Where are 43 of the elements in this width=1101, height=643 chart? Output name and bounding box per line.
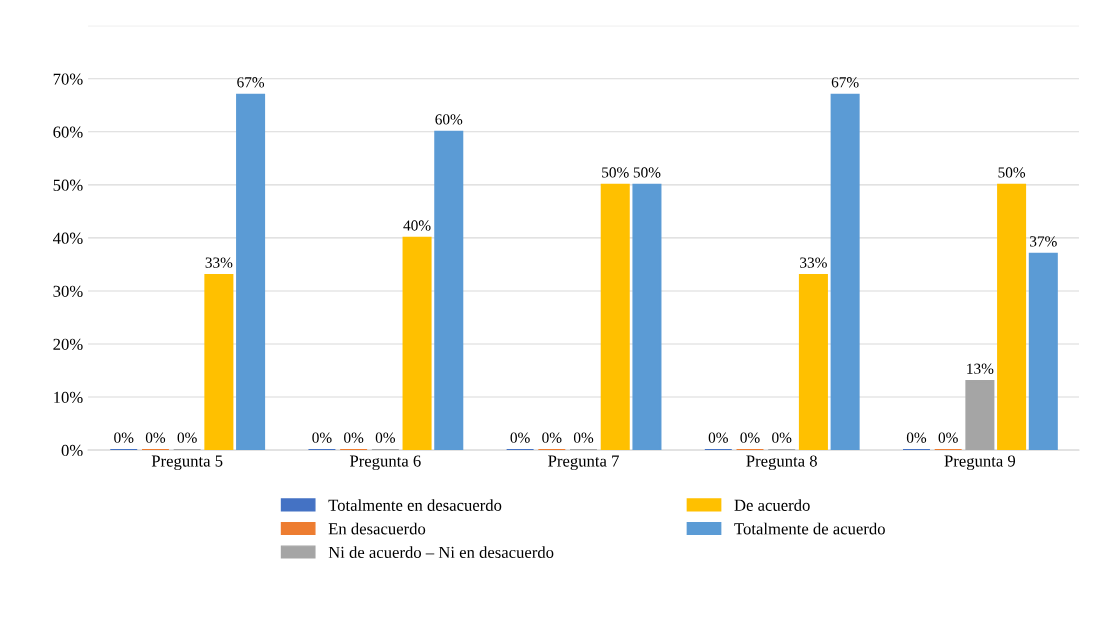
data-label: 0% [375, 432, 396, 443]
data-label: 50% [998, 167, 1026, 178]
data-label: 0% [344, 432, 364, 443]
y-tick-label: 70% [53, 73, 83, 85]
data-label: 0% [542, 432, 562, 443]
data-label: 0% [573, 432, 594, 443]
x-tick-label: Pregunta 8 [746, 455, 817, 471]
y-tick-label: 0% [61, 444, 83, 457]
data-label: 0% [312, 432, 332, 443]
data-label: 67% [831, 77, 859, 88]
data-label: 67% [237, 77, 265, 88]
y-tick-label: 60% [53, 126, 83, 138]
data-label: 37% [1030, 236, 1057, 247]
data-label: 0% [906, 432, 927, 443]
data-label: 33% [205, 257, 233, 268]
y-tick-label: 40% [52, 232, 83, 244]
x-tick-label: Pregunta 5 [151, 455, 223, 471]
data-label: 0% [145, 432, 166, 443]
data-label: 40% [403, 220, 431, 231]
data-label: 0% [510, 432, 530, 443]
y-tick-label: 10% [54, 391, 83, 404]
y-tick-label: 50% [53, 179, 83, 191]
x-tick-label: Pregunta 9 [944, 455, 1016, 471]
data-label: 50% [602, 167, 629, 178]
y-tick-label: 20% [53, 338, 83, 351]
data-label: 33% [800, 257, 827, 268]
y-tick-label: 30% [53, 285, 83, 297]
x-tick-label: Pregunta 6 [349, 455, 421, 471]
x-tick-label: Pregunta 7 [548, 455, 619, 471]
legend-label: Totalmente de acuerdo [734, 522, 885, 535]
data-label: 50% [633, 167, 661, 178]
legend-label: En desacuerdo [328, 522, 426, 535]
data-label: 0% [177, 432, 197, 443]
data-label: 0% [772, 432, 792, 443]
legend-label: Totalmente en desacuerdo [328, 499, 502, 511]
data-label: 0% [708, 432, 728, 443]
data-label: 0% [114, 432, 134, 443]
data-label: 13% [967, 363, 994, 374]
data-label: 0% [740, 432, 760, 443]
legend-label: Ni de acuerdo – Ni en desacuerdo [328, 546, 554, 558]
legend-label: De acuerdo [734, 499, 810, 511]
data-label: 0% [938, 432, 958, 443]
data-label: 60% [435, 114, 463, 125]
